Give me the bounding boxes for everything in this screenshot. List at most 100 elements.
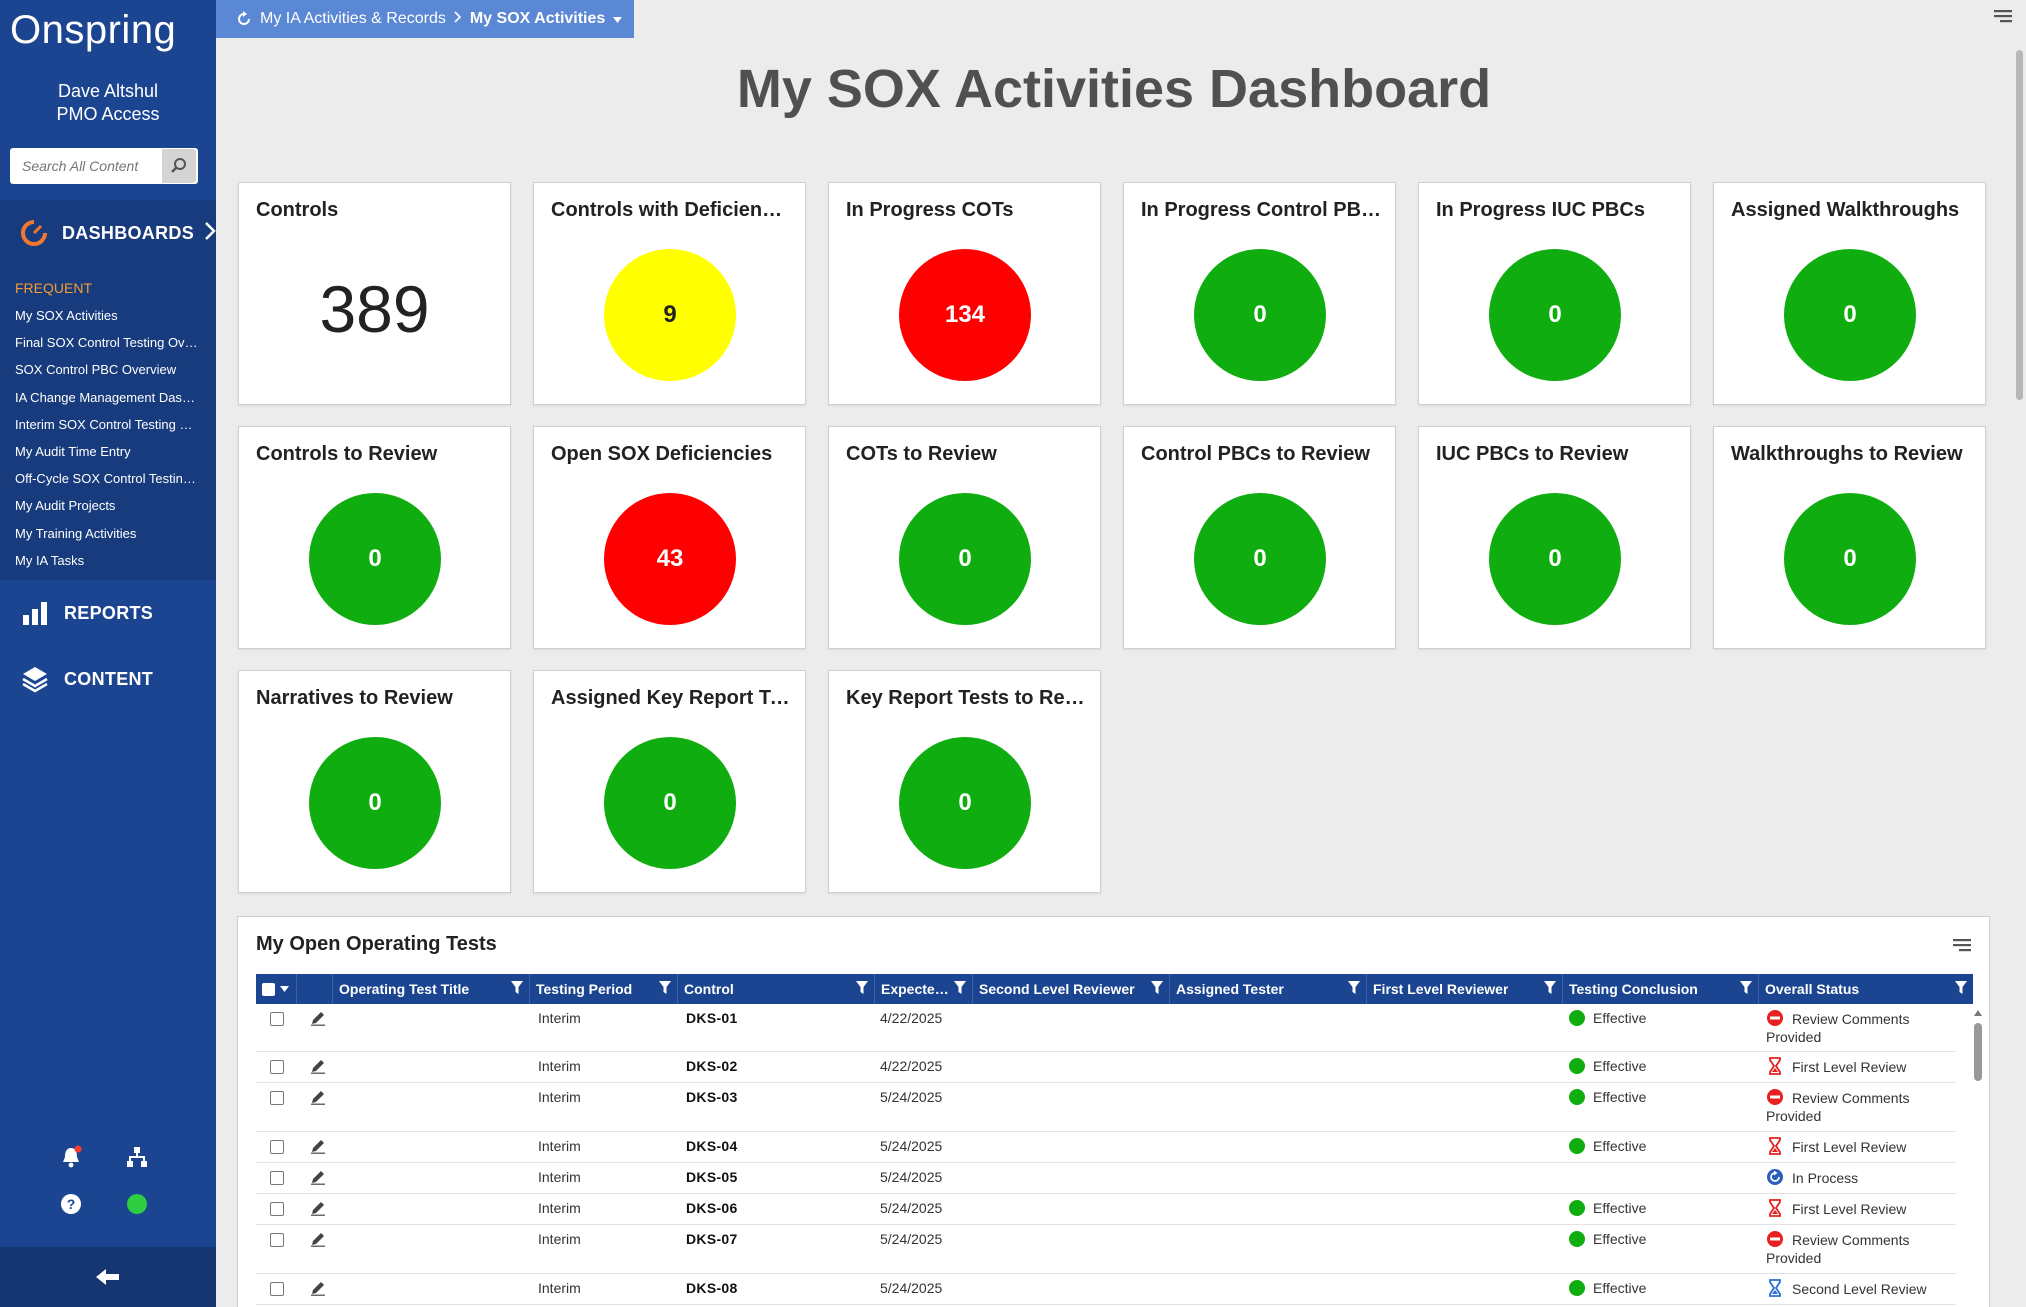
column-header[interactable]: Testing Period bbox=[529, 974, 677, 1004]
dashboard-tile[interactable]: Walkthroughs to Review 0 bbox=[1713, 426, 1986, 649]
control-link[interactable]: DKS-01 bbox=[686, 1010, 738, 1026]
control-link[interactable]: DKS-03 bbox=[686, 1089, 738, 1105]
frequent-item[interactable]: IA Change Management Dashboard bbox=[15, 389, 200, 405]
control-link[interactable]: DKS-07 bbox=[686, 1231, 738, 1247]
collapse-sidebar-button[interactable] bbox=[0, 1247, 216, 1307]
dashboard-tile[interactable]: Narratives to Review 0 bbox=[238, 670, 511, 893]
select-all-cell[interactable] bbox=[256, 974, 296, 1004]
grid-scrollbar[interactable] bbox=[1973, 1009, 1983, 1307]
notifications-bell-icon[interactable] bbox=[58, 1144, 84, 1170]
dashboard-tile[interactable]: Key Report Tests to Review 0 bbox=[828, 670, 1101, 893]
filter-icon[interactable] bbox=[659, 981, 671, 995]
dashboard-tile[interactable]: In Progress Control PBCs 0 bbox=[1123, 182, 1396, 405]
column-header[interactable]: Testing Conclusion bbox=[1562, 974, 1758, 1004]
row-checkbox[interactable] bbox=[270, 1282, 284, 1296]
row-checkbox[interactable] bbox=[270, 1091, 284, 1105]
table-row[interactable]: Interim DKS-05 5/24/2025 In Process bbox=[256, 1163, 1956, 1194]
search-button[interactable] bbox=[162, 149, 196, 183]
column-header[interactable]: Second Level Reviewer bbox=[972, 974, 1169, 1004]
page-scrollbar[interactable] bbox=[2014, 40, 2024, 1300]
dashboard-tile[interactable]: Controls to Review 0 bbox=[238, 426, 511, 649]
frequent-item[interactable]: My Training Activities bbox=[15, 525, 137, 541]
filter-icon[interactable] bbox=[1544, 981, 1556, 995]
edit-pencil-icon[interactable] bbox=[310, 1138, 326, 1157]
filter-icon[interactable] bbox=[1151, 981, 1163, 995]
dashboard-tile[interactable]: Controls with Deficiencies 9 bbox=[533, 182, 806, 405]
help-icon[interactable]: ? bbox=[58, 1191, 84, 1217]
column-header[interactable]: Expected Completion Date bbox=[874, 974, 972, 1004]
row-checkbox[interactable] bbox=[270, 1202, 284, 1216]
scroll-up-icon[interactable] bbox=[1973, 1009, 1983, 1017]
edit-pencil-icon[interactable] bbox=[310, 1200, 326, 1219]
frequent-item[interactable]: Final SOX Control Testing Overview bbox=[15, 335, 200, 351]
nav-reports[interactable]: REPORTS bbox=[0, 580, 216, 646]
dashboard-tile[interactable]: IUC PBCs to Review 0 bbox=[1418, 426, 1691, 649]
nav-dashboards[interactable]: DASHBOARDS bbox=[0, 200, 216, 266]
breadcrumb-parent[interactable]: My IA Activities & Records bbox=[260, 10, 446, 27]
frequent-item[interactable]: SOX Control PBC Overview bbox=[15, 362, 177, 378]
filter-icon[interactable] bbox=[1348, 981, 1360, 995]
table-row[interactable]: Interim DKS-04 5/24/2025 Effective First Lev… bbox=[256, 1132, 1956, 1163]
row-checkbox[interactable] bbox=[270, 1171, 284, 1185]
frequent-item[interactable]: My Audit Projects bbox=[15, 498, 116, 514]
nav-content[interactable]: CONTENT bbox=[0, 646, 216, 712]
table-row[interactable]: Interim DKS-07 5/24/2025 Effective Review Co… bbox=[256, 1225, 1956, 1274]
frequent-item[interactable]: My SOX Activities bbox=[15, 308, 118, 323]
frequent-item[interactable]: My Audit Time Entry bbox=[15, 443, 131, 459]
edit-pencil-icon[interactable] bbox=[310, 1058, 326, 1077]
edit-pencil-icon[interactable] bbox=[310, 1280, 326, 1299]
table-row[interactable]: Interim DKS-08 5/24/2025 Effective Second Le… bbox=[256, 1274, 1956, 1305]
table-row[interactable]: Interim DKS-01 4/22/2025 Effective Review Co… bbox=[256, 1004, 1956, 1052]
filter-icon[interactable] bbox=[954, 981, 966, 995]
grid-scrollbar-thumb[interactable] bbox=[1974, 1023, 1982, 1081]
caret-down-icon[interactable] bbox=[613, 10, 623, 28]
control-link[interactable]: DKS-05 bbox=[686, 1169, 738, 1185]
table-row[interactable]: Interim DKS-06 5/24/2025 Effective First Lev… bbox=[256, 1194, 1956, 1225]
column-header[interactable]: First Level Reviewer bbox=[1366, 974, 1562, 1004]
select-all-checkbox[interactable] bbox=[262, 982, 275, 996]
filter-icon[interactable] bbox=[511, 981, 523, 995]
column-header[interactable]: Assigned Tester bbox=[1169, 974, 1366, 1004]
breadcrumb-refresh-icon[interactable] bbox=[236, 11, 252, 27]
edit-pencil-icon[interactable] bbox=[310, 1169, 326, 1188]
edit-pencil-icon[interactable] bbox=[310, 1010, 326, 1029]
edit-pencil-icon[interactable] bbox=[310, 1089, 326, 1108]
filter-icon[interactable] bbox=[856, 981, 868, 995]
control-link[interactable]: DKS-06 bbox=[686, 1200, 738, 1216]
dashboard-tile[interactable]: COTs to Review 0 bbox=[828, 426, 1101, 649]
user-info[interactable]: Dave Altshul PMO Access bbox=[0, 80, 216, 126]
search-input[interactable] bbox=[10, 149, 162, 183]
dashboard-tile[interactable]: Assigned Walkthroughs 0 bbox=[1713, 182, 1986, 405]
control-link[interactable]: DKS-02 bbox=[686, 1058, 738, 1074]
frequent-item[interactable]: Interim SOX Control Testing Overview bbox=[15, 416, 200, 432]
page-scrollbar-thumb[interactable] bbox=[2016, 50, 2023, 400]
grid-menu-icon[interactable] bbox=[1953, 937, 1973, 958]
table-row[interactable]: Interim DKS-03 5/24/2025 Effective Review Co… bbox=[256, 1083, 1956, 1132]
column-header[interactable]: Control bbox=[677, 974, 874, 1004]
frequent-item[interactable]: My IA Tasks bbox=[15, 552, 85, 568]
brand-logo[interactable]: Onspring bbox=[10, 8, 177, 52]
caret-down-icon[interactable] bbox=[280, 986, 289, 992]
frequent-item[interactable]: Off-Cycle SOX Control Testing Overview bbox=[15, 471, 200, 487]
control-link[interactable]: DKS-04 bbox=[686, 1138, 738, 1154]
table-row[interactable]: Interim DKS-02 4/22/2025 Effective First Lev… bbox=[256, 1052, 1956, 1083]
breadcrumb-current[interactable]: My SOX Activities bbox=[469, 10, 606, 27]
online-status-icon[interactable] bbox=[124, 1191, 150, 1217]
column-header[interactable]: Overall Status bbox=[1758, 974, 1973, 1004]
dashboard-tile[interactable]: In Progress COTs 134 bbox=[828, 182, 1101, 405]
row-checkbox[interactable] bbox=[270, 1012, 284, 1026]
org-chart-icon[interactable] bbox=[124, 1144, 150, 1170]
row-checkbox[interactable] bbox=[270, 1233, 284, 1247]
row-checkbox[interactable] bbox=[270, 1060, 284, 1074]
column-header[interactable]: Operating Test Title bbox=[332, 974, 529, 1004]
control-link[interactable]: DKS-08 bbox=[686, 1280, 738, 1296]
row-checkbox[interactable] bbox=[270, 1140, 284, 1154]
dashboard-tile[interactable]: Control PBCs to Review 0 bbox=[1123, 426, 1396, 649]
dashboard-tile[interactable]: Controls 389 bbox=[238, 182, 511, 405]
filter-icon[interactable] bbox=[1740, 981, 1752, 995]
edit-pencil-icon[interactable] bbox=[310, 1231, 326, 1250]
dashboard-tile[interactable]: In Progress IUC PBCs 0 bbox=[1418, 182, 1691, 405]
filter-icon[interactable] bbox=[1955, 981, 1967, 995]
dashboard-tile[interactable]: Open SOX Deficiencies 43 bbox=[533, 426, 806, 649]
dashboard-tile[interactable]: Assigned Key Report Tests 0 bbox=[533, 670, 806, 893]
